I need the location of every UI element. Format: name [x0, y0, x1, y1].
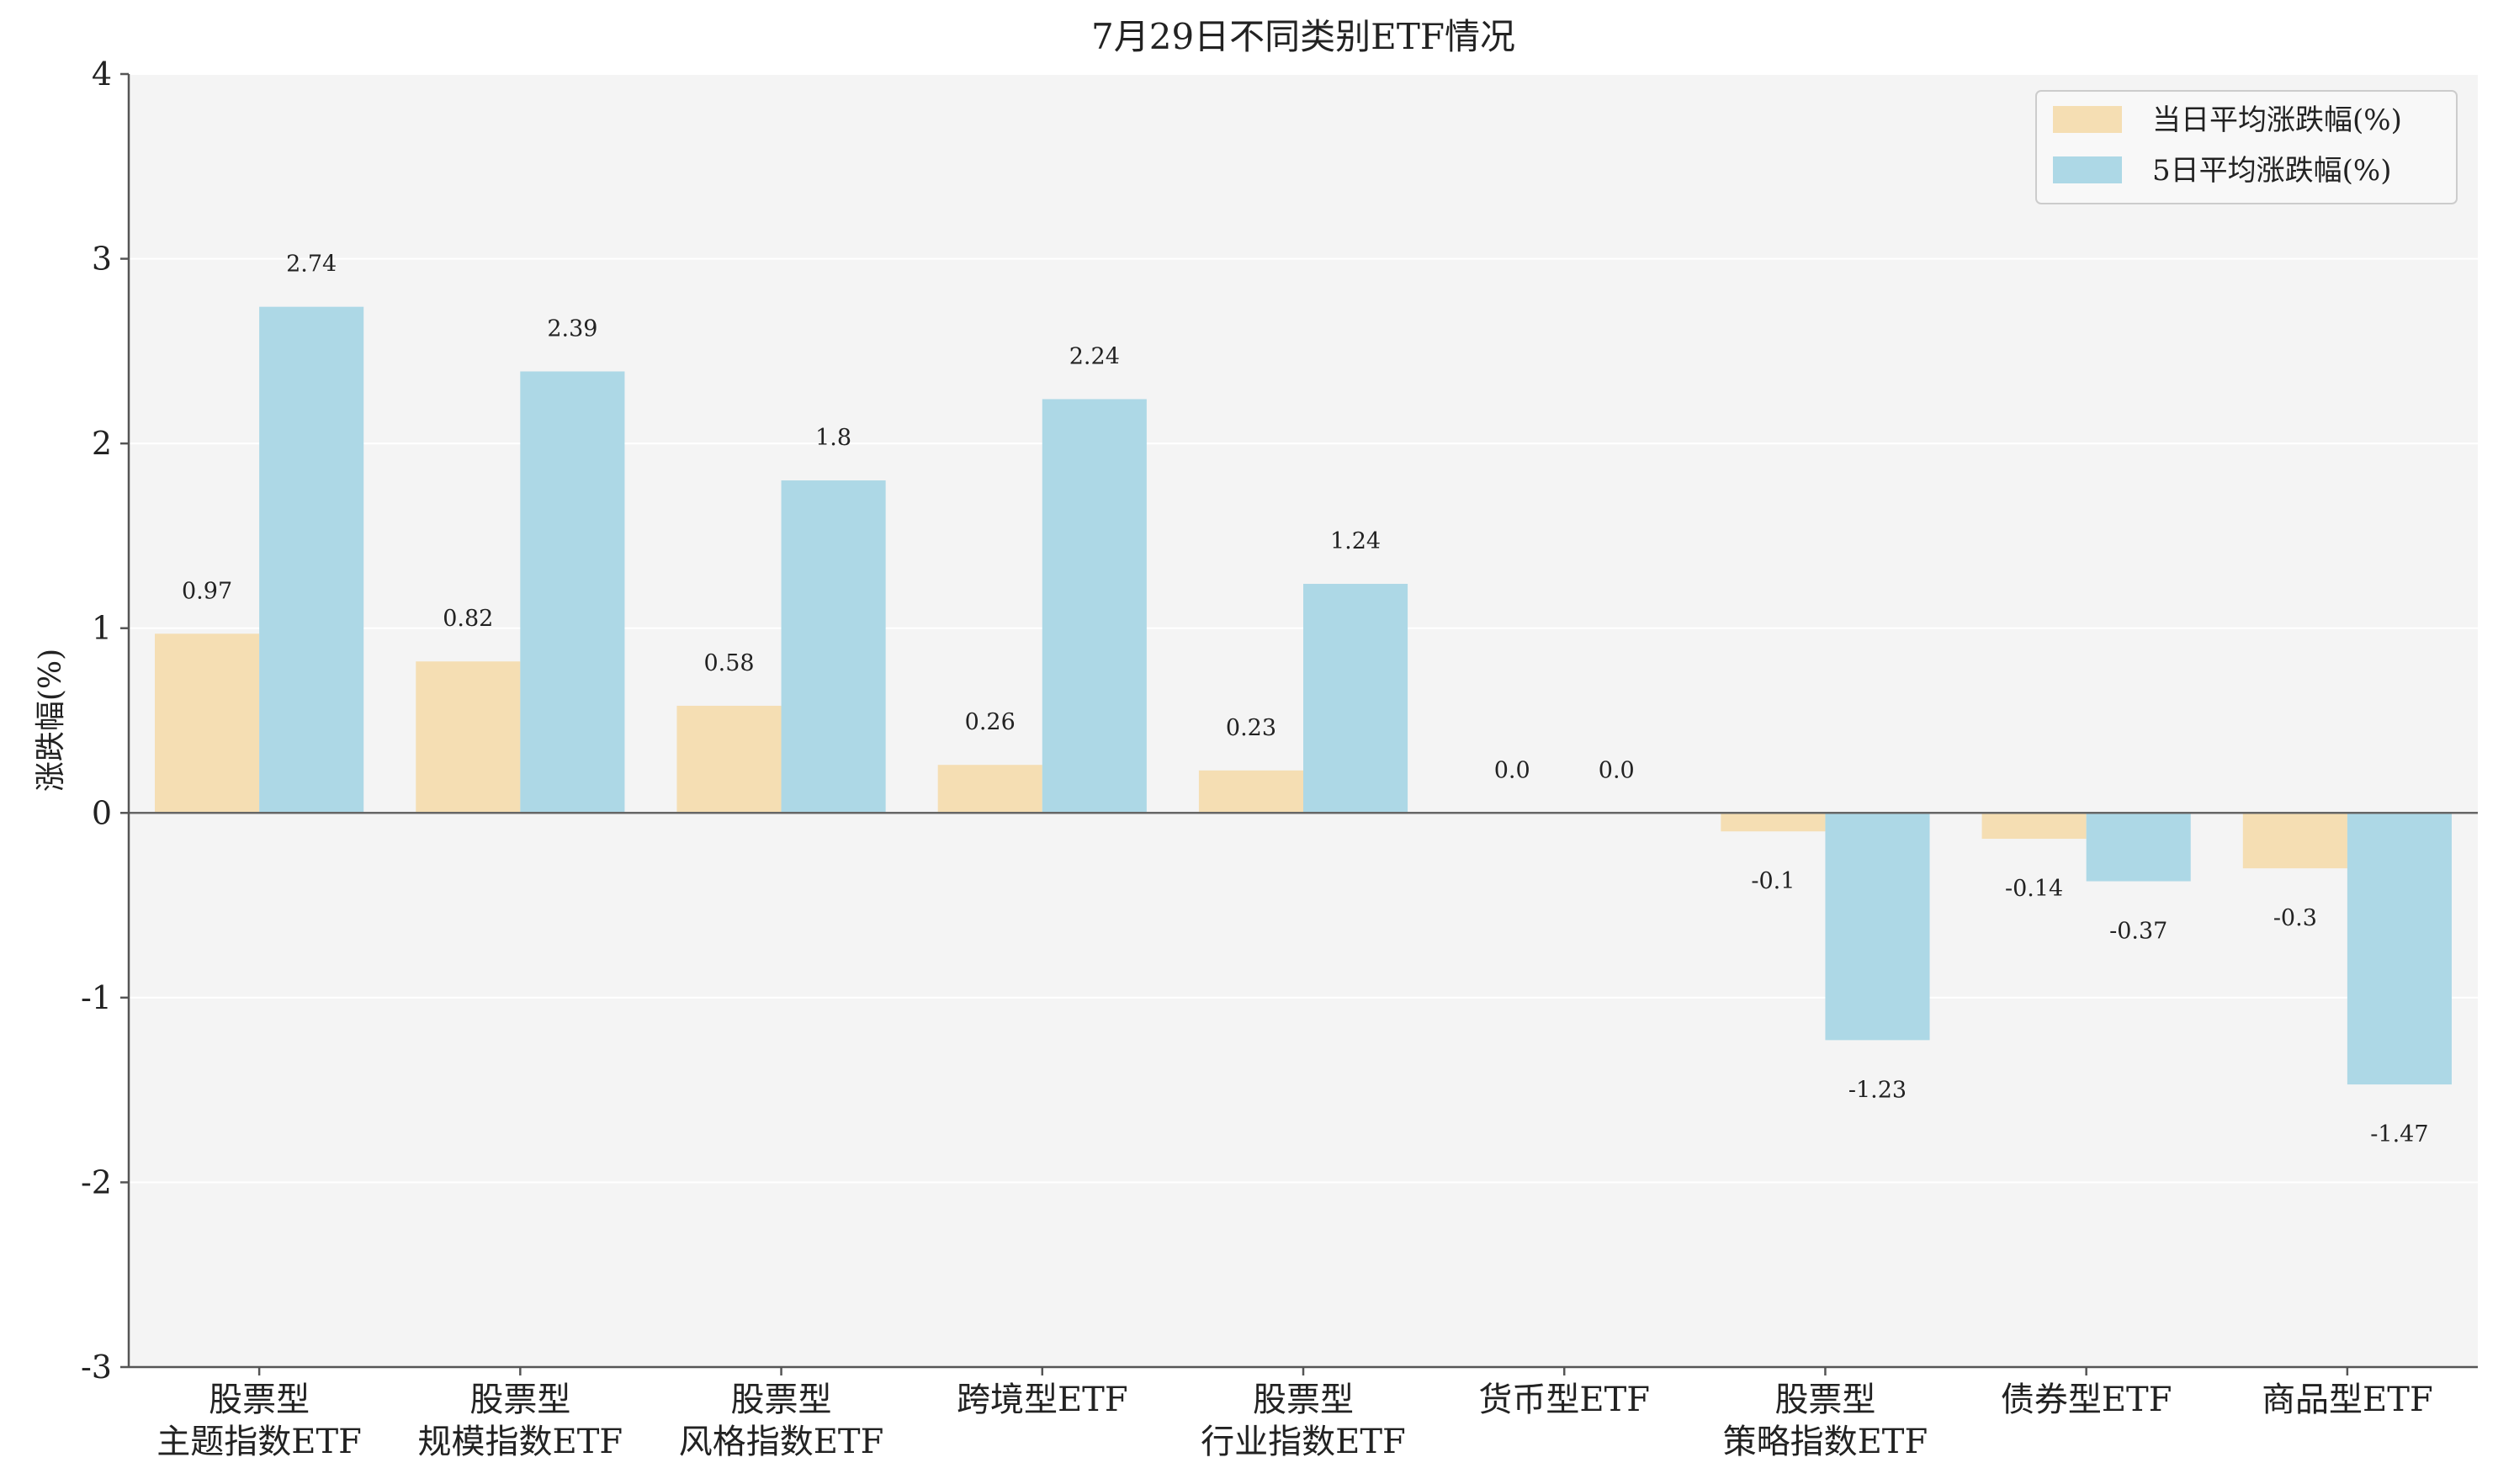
bar-today	[937, 765, 1042, 814]
data-label: -1.47	[2370, 1121, 2428, 1147]
data-label: 0.0	[1494, 757, 1530, 783]
data-label: 2.39	[547, 316, 597, 342]
x-tick-label: 股票型	[209, 1381, 310, 1419]
y-tick-label: -1	[81, 979, 112, 1016]
data-label: -0.1	[1751, 868, 1795, 894]
data-label: 0.58	[703, 650, 754, 676]
data-label: -0.37	[2109, 919, 2167, 945]
y-tick-label: 0	[92, 794, 112, 831]
data-label: 1.24	[1330, 528, 1381, 554]
bar-5day	[1042, 399, 1147, 814]
y-axis-ticks: -3 -2 -1 0 1 2 3 4	[81, 56, 129, 1386]
bars	[155, 306, 2452, 1085]
data-labels: 0.97 0.82 0.58 0.26 0.23 0.0 -0.1 -0.14 -0.3 2.74…	[182, 252, 2429, 1147]
bar-today	[676, 705, 782, 814]
data-label: 0.0	[1599, 757, 1635, 783]
data-label: 0.23	[1226, 715, 1276, 741]
legend-swatch-today	[2053, 106, 2122, 133]
x-tick-label: 跨境型ETF	[957, 1381, 1128, 1419]
data-label: 0.26	[965, 709, 1016, 735]
data-label: 1.8	[815, 425, 851, 451]
legend-box	[2035, 90, 2458, 204]
data-label: -1.23	[1848, 1077, 1907, 1103]
bar-5day	[1303, 584, 1408, 814]
x-tick-label: 股票型	[469, 1381, 570, 1419]
y-tick-label: 2	[92, 425, 112, 462]
y-tick-label: -2	[81, 1163, 112, 1200]
legend-swatch-5day	[2053, 156, 2122, 183]
x-tick-label: 债券型ETF	[2001, 1381, 2172, 1419]
data-label: 0.82	[443, 606, 493, 632]
legend: 当日平均涨跌幅(%) 5日平均涨跌幅(%)	[2035, 90, 2458, 204]
x-tick-label: 股票型	[1774, 1381, 1875, 1419]
bar-today	[155, 633, 260, 814]
data-label: -0.3	[2273, 905, 2317, 931]
bar-5day	[2086, 813, 2191, 882]
data-label: 2.24	[1069, 343, 1120, 369]
data-label: -0.14	[2005, 876, 2063, 902]
bar-today	[1198, 770, 1303, 814]
bar-today	[1721, 813, 1826, 832]
x-tick-label: 风格指数ETF	[679, 1423, 884, 1461]
y-tick-label: 4	[92, 56, 112, 93]
data-label: 0.97	[182, 578, 232, 604]
legend-label-today: 当日平均涨跌幅(%)	[2152, 103, 2402, 137]
bar-5day	[2347, 813, 2452, 1085]
bar-5day	[259, 306, 364, 814]
y-tick-label: 1	[92, 610, 112, 647]
bar-today	[1981, 813, 2087, 840]
x-tick-label: 股票型	[1253, 1381, 1354, 1419]
bar-5day	[1825, 813, 1930, 1041]
bar-5day	[520, 371, 625, 814]
x-tick-label: 策略指数ETF	[1723, 1423, 1928, 1461]
y-axis-label: 涨跌幅(%)	[34, 649, 68, 792]
x-tick-label: 主题指数ETF	[156, 1423, 362, 1461]
bar-today	[2242, 813, 2347, 869]
y-tick-label: -3	[81, 1349, 112, 1386]
x-tick-label: 货币型ETF	[1478, 1381, 1650, 1419]
x-tick-label: 规模指数ETF	[418, 1423, 623, 1461]
bar-5day	[781, 480, 886, 814]
y-tick-label: 3	[92, 241, 112, 278]
bar-today	[416, 661, 521, 814]
legend-label-5day: 5日平均涨跌幅(%)	[2152, 154, 2391, 188]
data-label: 2.74	[286, 252, 337, 278]
x-tick-label: 行业指数ETF	[1201, 1423, 1406, 1461]
x-tick-label: 股票型	[731, 1381, 832, 1419]
chart-title: 7月29日不同类别ETF情况	[1091, 16, 1515, 57]
x-tick-label: 商品型ETF	[2262, 1381, 2433, 1419]
